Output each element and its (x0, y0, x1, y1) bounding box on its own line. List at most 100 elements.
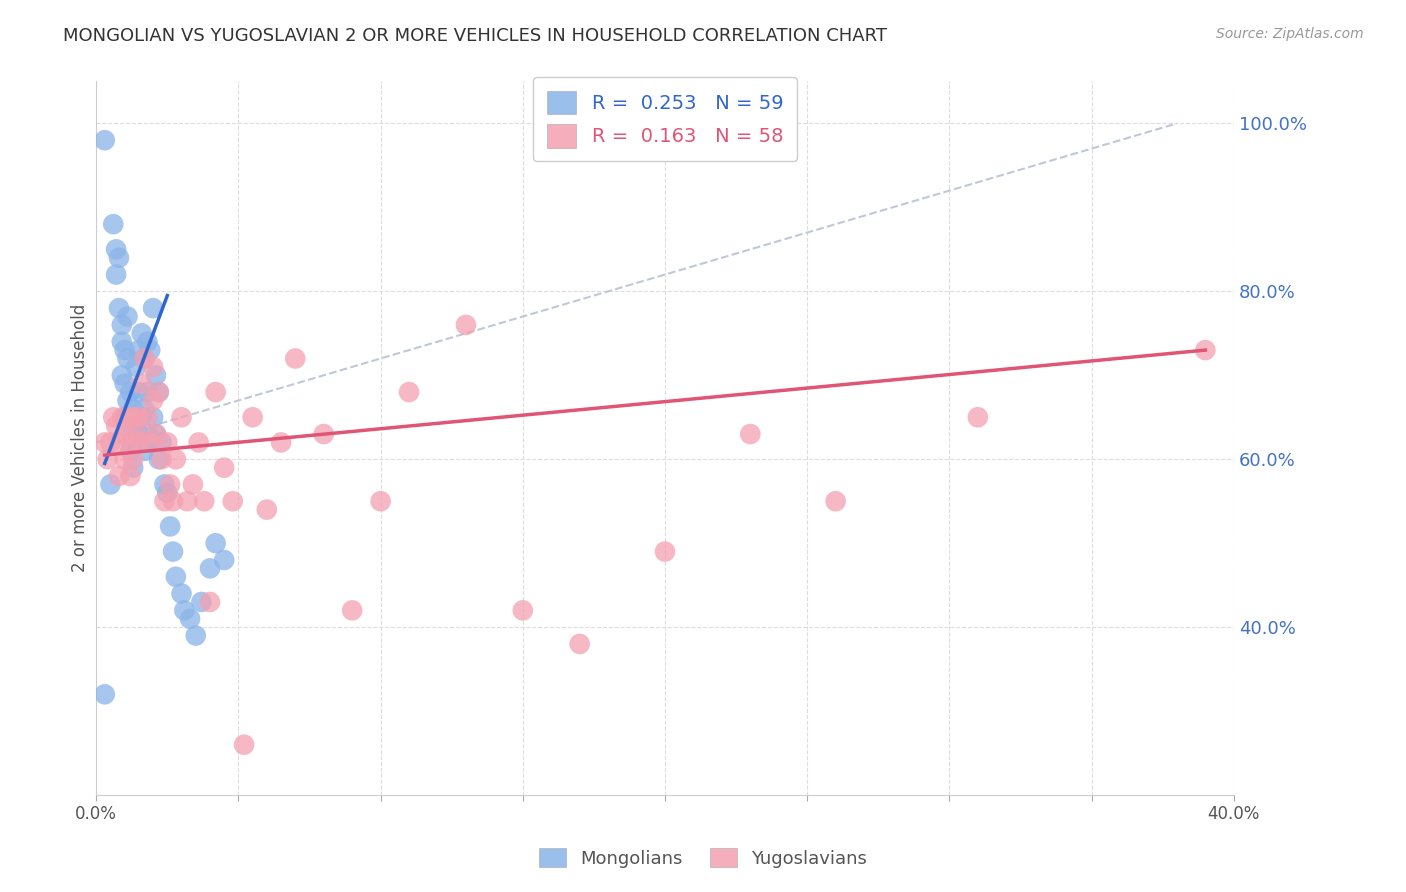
Point (125, 435, 148, 450)
Point (122, 401, 145, 416)
Point (139, 435, 162, 450)
Point (120, 469, 142, 483)
Point (125, 410, 148, 425)
Point (139, 343, 162, 357)
Point (114, 427, 136, 442)
Point (131, 410, 153, 425)
Point (114, 376, 136, 391)
Point (134, 443, 156, 458)
Point (131, 326, 153, 341)
Point (131, 376, 153, 391)
Point (145, 427, 167, 442)
Point (159, 477, 181, 491)
Point (204, 385, 226, 400)
Point (134, 351, 156, 366)
Point (740, 427, 762, 442)
Point (136, 427, 159, 442)
Point (136, 334, 159, 349)
Point (117, 410, 139, 425)
Point (162, 544, 184, 558)
Point (198, 595, 221, 609)
Point (139, 435, 162, 450)
Point (184, 629, 207, 643)
Point (97, 452, 120, 467)
Point (148, 385, 170, 400)
Point (114, 452, 136, 467)
Point (117, 393, 139, 408)
Point (222, 494, 245, 508)
Point (111, 318, 134, 332)
Point (142, 301, 165, 315)
Point (198, 561, 221, 575)
Point (312, 427, 335, 442)
Point (654, 544, 676, 558)
Point (117, 351, 139, 366)
Point (142, 393, 165, 408)
Point (162, 494, 184, 508)
Point (824, 494, 846, 508)
Point (114, 343, 136, 357)
Point (111, 410, 134, 425)
Point (181, 477, 204, 491)
Point (93, 687, 115, 701)
Text: MONGOLIAN VS YUGOSLAVIAN 2 OR MORE VEHICLES IN HOUSEHOLD CORRELATION CHART: MONGOLIAN VS YUGOSLAVIAN 2 OR MORE VEHIC… (63, 27, 887, 45)
Point (100, 435, 122, 450)
Point (165, 570, 187, 584)
Point (103, 410, 125, 425)
Point (204, 536, 226, 550)
Point (153, 494, 176, 508)
Legend: R =  0.253   N = 59, R =  0.163   N = 58: R = 0.253 N = 59, R = 0.163 N = 58 (533, 77, 797, 161)
Point (148, 385, 170, 400)
Point (568, 637, 591, 651)
Point (150, 452, 173, 467)
Point (111, 334, 134, 349)
Point (114, 410, 136, 425)
Text: Source: ZipAtlas.com: Source: ZipAtlas.com (1216, 27, 1364, 41)
Point (128, 410, 150, 425)
Point (170, 586, 193, 600)
Point (176, 494, 198, 508)
Point (117, 310, 139, 324)
Point (111, 368, 134, 383)
Point (454, 318, 477, 332)
Point (136, 385, 159, 400)
Point (134, 401, 156, 416)
Point (122, 435, 145, 450)
Point (340, 603, 363, 617)
Point (193, 494, 215, 508)
Point (242, 410, 264, 425)
Point (105, 418, 128, 433)
Point (100, 477, 122, 491)
Point (122, 460, 145, 475)
Point (284, 351, 307, 366)
Point (190, 595, 212, 609)
Point (128, 435, 150, 450)
Point (108, 301, 131, 315)
Point (128, 385, 150, 400)
Point (108, 251, 131, 265)
Point (150, 435, 173, 450)
Point (156, 485, 179, 500)
Point (212, 553, 235, 567)
Point (142, 359, 165, 374)
Point (142, 410, 165, 425)
Point (370, 494, 392, 508)
Point (179, 612, 201, 626)
Point (153, 477, 176, 491)
Point (125, 427, 148, 442)
Point (145, 427, 167, 442)
Point (136, 410, 159, 425)
Point (165, 452, 187, 467)
Point (512, 603, 534, 617)
Point (212, 460, 235, 475)
Point (170, 410, 193, 425)
Point (173, 603, 195, 617)
Point (122, 452, 145, 467)
Y-axis label: 2 or more Vehicles in Household: 2 or more Vehicles in Household (72, 304, 89, 573)
Point (128, 427, 150, 442)
Point (966, 410, 988, 425)
Point (105, 268, 128, 282)
Point (233, 738, 256, 752)
Point (120, 435, 142, 450)
Point (187, 435, 209, 450)
